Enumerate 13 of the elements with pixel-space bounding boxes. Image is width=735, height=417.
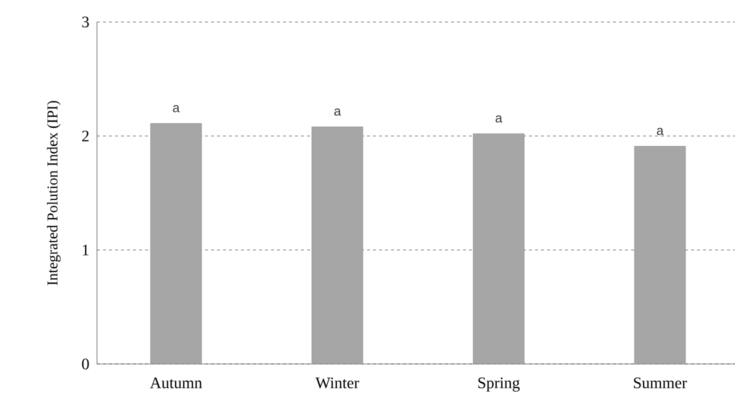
annotation: a bbox=[172, 105, 180, 112]
x-tick-label: Winter bbox=[315, 378, 360, 388]
y-tick-label: 3 bbox=[82, 16, 89, 28]
y-tick-label: 2 bbox=[82, 130, 89, 142]
annotation: a bbox=[334, 108, 341, 116]
annotation: a bbox=[496, 115, 502, 123]
x-tick-label: Autumn bbox=[150, 378, 202, 388]
y-tick-label: 0 bbox=[82, 358, 89, 370]
y-axis-title: Integrated Polution Index (IPI) bbox=[46, 100, 61, 286]
x-tick-label: Spring bbox=[478, 378, 520, 392]
annotation: a bbox=[656, 128, 664, 136]
x-tick-label: Summer bbox=[634, 378, 687, 388]
y-tick-label: 1 bbox=[82, 244, 89, 256]
